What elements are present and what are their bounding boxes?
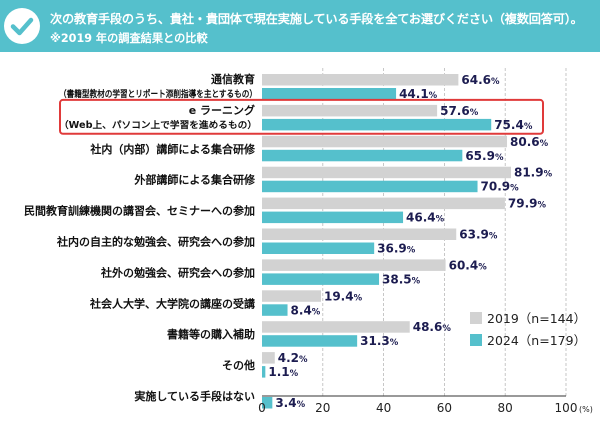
value-label-2024: 38.5% bbox=[382, 272, 421, 286]
category-label: 外部講師による集合研修 bbox=[133, 173, 256, 187]
category-sublabel: （書籍型教材の学習とリポート添削指導を主とするもの） bbox=[59, 88, 257, 100]
value-label-2024: 65.9% bbox=[465, 149, 504, 163]
bar-2024 bbox=[262, 366, 266, 378]
value-label-2019: 48.6% bbox=[413, 320, 452, 334]
bar-2024 bbox=[262, 397, 273, 409]
x-tick-label: 80 bbox=[498, 401, 513, 415]
value-label-2019: 57.6% bbox=[440, 104, 479, 118]
category-label: その他 bbox=[222, 358, 255, 372]
bar-2024 bbox=[262, 149, 463, 162]
x-tick-label: 100 bbox=[555, 401, 578, 415]
bar-2019 bbox=[262, 166, 511, 179]
value-label-2019: 79.9% bbox=[508, 197, 547, 211]
highlight-box bbox=[59, 98, 544, 135]
x-tick-label: 20 bbox=[315, 401, 330, 415]
category-label: 社会人大学、大学院の講座の受講 bbox=[89, 296, 255, 310]
bar-2019 bbox=[262, 197, 505, 210]
bar-2024 bbox=[262, 273, 380, 285]
value-label-2024: 46.4% bbox=[406, 211, 445, 225]
x-tick-label: 40 bbox=[376, 401, 391, 415]
comparison-note: ※2019 年の調査結果との比較 bbox=[50, 32, 208, 45]
bar-2024 bbox=[262, 335, 358, 347]
value-label-2019: 80.6% bbox=[510, 135, 549, 149]
value-label-2019: 81.9% bbox=[514, 166, 553, 180]
bar-2019 bbox=[262, 321, 410, 333]
value-label-2024: 75.4% bbox=[494, 118, 533, 132]
category-label: 社内の自主的な勉強会、研究会への参加 bbox=[56, 235, 255, 249]
value-label-2019: 19.4% bbox=[324, 289, 363, 303]
value-label-2019: 63.9% bbox=[459, 228, 498, 242]
value-label-2019: 60.4% bbox=[449, 258, 488, 272]
bar-2019 bbox=[262, 290, 321, 302]
question-text: 次の教育手段のうち、貴社・貴団体で現在実施している手段を全てお選びください（複数… bbox=[50, 12, 583, 26]
bar-2019 bbox=[262, 104, 438, 117]
x-tick-label: 0 bbox=[258, 401, 266, 415]
value-label-2024: 36.9% bbox=[377, 242, 416, 256]
bar-2019 bbox=[262, 74, 459, 86]
legend-swatch bbox=[470, 312, 482, 324]
legend-entry: 2024（n=179） bbox=[487, 333, 586, 348]
bar-2019 bbox=[262, 259, 446, 271]
bar-2024 bbox=[262, 211, 404, 224]
value-label-2024: 70.9% bbox=[481, 180, 520, 194]
category-label: 書籍等の購入補助 bbox=[167, 327, 255, 341]
legend-swatch bbox=[470, 334, 482, 346]
category-sublabel: （Web上、パソコン上で学習を進めるもの） bbox=[59, 119, 257, 131]
bar-2024 bbox=[262, 88, 397, 100]
category-label: 通信教育 bbox=[211, 72, 255, 86]
category-label: e ラーニング bbox=[189, 103, 255, 117]
value-label-2024: 8.4% bbox=[291, 303, 321, 317]
category-label: 民間教育訓練機関の講習会、セミナーへの参加 bbox=[24, 204, 255, 218]
bar-2024 bbox=[262, 118, 492, 131]
bar-2024 bbox=[262, 304, 288, 316]
checkmark-icon bbox=[4, 8, 40, 44]
question-header: 次の教育手段のうち、貴社・貴団体で現在実施している手段を全てお選びください（複数… bbox=[0, 0, 600, 52]
value-label-2019: 64.6% bbox=[461, 73, 500, 87]
x-tick-label: 60 bbox=[437, 401, 452, 415]
category-label: 社内（内部）講師による集合研修 bbox=[89, 142, 256, 156]
value-label-2019: 4.2% bbox=[278, 351, 308, 365]
x-axis-unit: (%) bbox=[579, 405, 593, 414]
bar-2019 bbox=[262, 352, 275, 364]
value-label-2024: 44.1% bbox=[399, 87, 438, 101]
category-label: 社外の勉強会、研究会への参加 bbox=[100, 265, 255, 279]
value-label-2024: 31.3% bbox=[360, 334, 399, 348]
value-label-2024: 3.4% bbox=[275, 396, 305, 410]
bar-2024 bbox=[262, 180, 478, 193]
bar-2024 bbox=[262, 242, 375, 254]
bar-2019 bbox=[262, 228, 457, 240]
value-label-2024: 1.1% bbox=[268, 365, 298, 379]
legend-entry: 2019（n=144） bbox=[487, 311, 586, 326]
bar-2019 bbox=[262, 135, 508, 148]
category-label: 実施している手段はない bbox=[134, 389, 255, 403]
